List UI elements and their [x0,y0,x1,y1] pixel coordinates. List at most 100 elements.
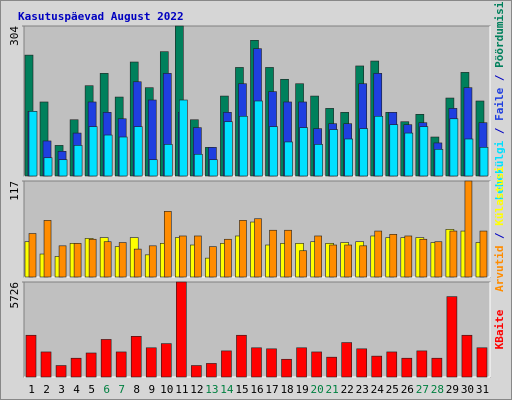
bar [281,358,292,378]
bar [43,220,52,278]
bar [163,144,173,177]
legend-entry: Pöördumisi [493,1,506,68]
bar [464,138,474,177]
bar [329,129,338,177]
legend-entry: Faile [493,87,506,120]
bar [179,99,188,177]
x-tick-label: 22 [341,383,354,396]
bar [269,229,277,278]
x-tick-label: 13 [205,383,218,396]
bar [476,347,488,378]
bar [239,115,248,177]
bar [479,230,488,278]
chart-title: Kasutuspäevad August 2022 [18,10,184,23]
bar [344,138,353,177]
bar [374,230,383,278]
bar [88,126,98,177]
bar [43,157,53,177]
bar [254,100,263,177]
bar [326,356,337,378]
bar [311,351,322,378]
bar [191,365,202,378]
bar [266,348,277,378]
bar [133,248,142,278]
x-tick-label: 5 [88,383,95,396]
x-tick-label: 1 [28,383,35,396]
x-tick-label: 26 [401,383,414,396]
bar [314,144,323,177]
x-tick-label: 31 [476,383,489,396]
x-tick-label: 30 [461,383,474,396]
y-tick-label: 5726 [8,282,21,309]
bar [356,348,368,378]
legend-entry: KBaite [493,309,506,349]
bar [314,235,322,278]
bar [344,244,352,278]
bar [73,243,82,278]
bar [209,159,218,177]
bar [449,118,459,177]
bar [118,242,127,278]
bar [359,245,368,278]
legend-entry: Arvutid [493,246,506,292]
legend-separator: / [493,226,506,246]
bar [28,233,37,278]
bar [58,159,68,177]
x-tick-label: 2 [43,383,50,396]
bar [239,220,247,278]
x-tick-label: 12 [190,383,203,396]
bar [145,347,157,378]
bar [341,342,352,378]
x-tick-label: 20 [311,383,324,396]
x-tick-label: 10 [160,383,173,396]
bar [118,136,128,177]
bar [73,145,83,177]
bar [70,357,82,378]
legend-entry: Lehekülgi [493,140,506,200]
x-tick-label: 7 [118,383,125,396]
bar [163,211,172,278]
x-tick-label: 29 [446,383,459,396]
bar [251,347,262,378]
x-tick-label: 27 [416,383,429,396]
bar [464,180,473,278]
y-tick-label: 117 [8,181,21,201]
x-tick-label: 9 [148,383,155,396]
legend: Arvutid / Külastusi [493,166,506,292]
bar [374,115,384,177]
legend-separator: / [493,121,506,141]
bar [179,235,187,278]
bar [419,238,428,278]
bar [254,218,262,278]
bar [25,334,37,378]
bar [160,343,172,378]
bar [401,357,413,378]
bar [130,336,142,378]
bar [194,153,203,177]
bar [103,134,113,177]
bar [386,351,398,378]
bar [133,126,143,177]
bar [221,350,232,378]
bar [389,234,398,278]
bar [115,351,127,378]
bar [461,334,473,378]
legend: Lehekülgi / Faile / Pöördumisi [493,1,506,200]
x-tick-label: 25 [386,383,399,396]
legend-entry: Külastusi [493,166,506,226]
x-tick-label: 19 [295,383,308,396]
bar [404,235,413,278]
bar [299,127,308,177]
x-tick-label: 3 [58,383,65,396]
bar [40,351,52,378]
bar [284,229,292,278]
bar [58,245,67,278]
x-tick-label: 15 [235,383,248,396]
y-tick-label: 304 [8,26,21,46]
bar [371,355,383,378]
x-tick-label: 21 [326,383,339,396]
bar [148,245,157,278]
bar [269,126,278,177]
bar [449,230,458,278]
